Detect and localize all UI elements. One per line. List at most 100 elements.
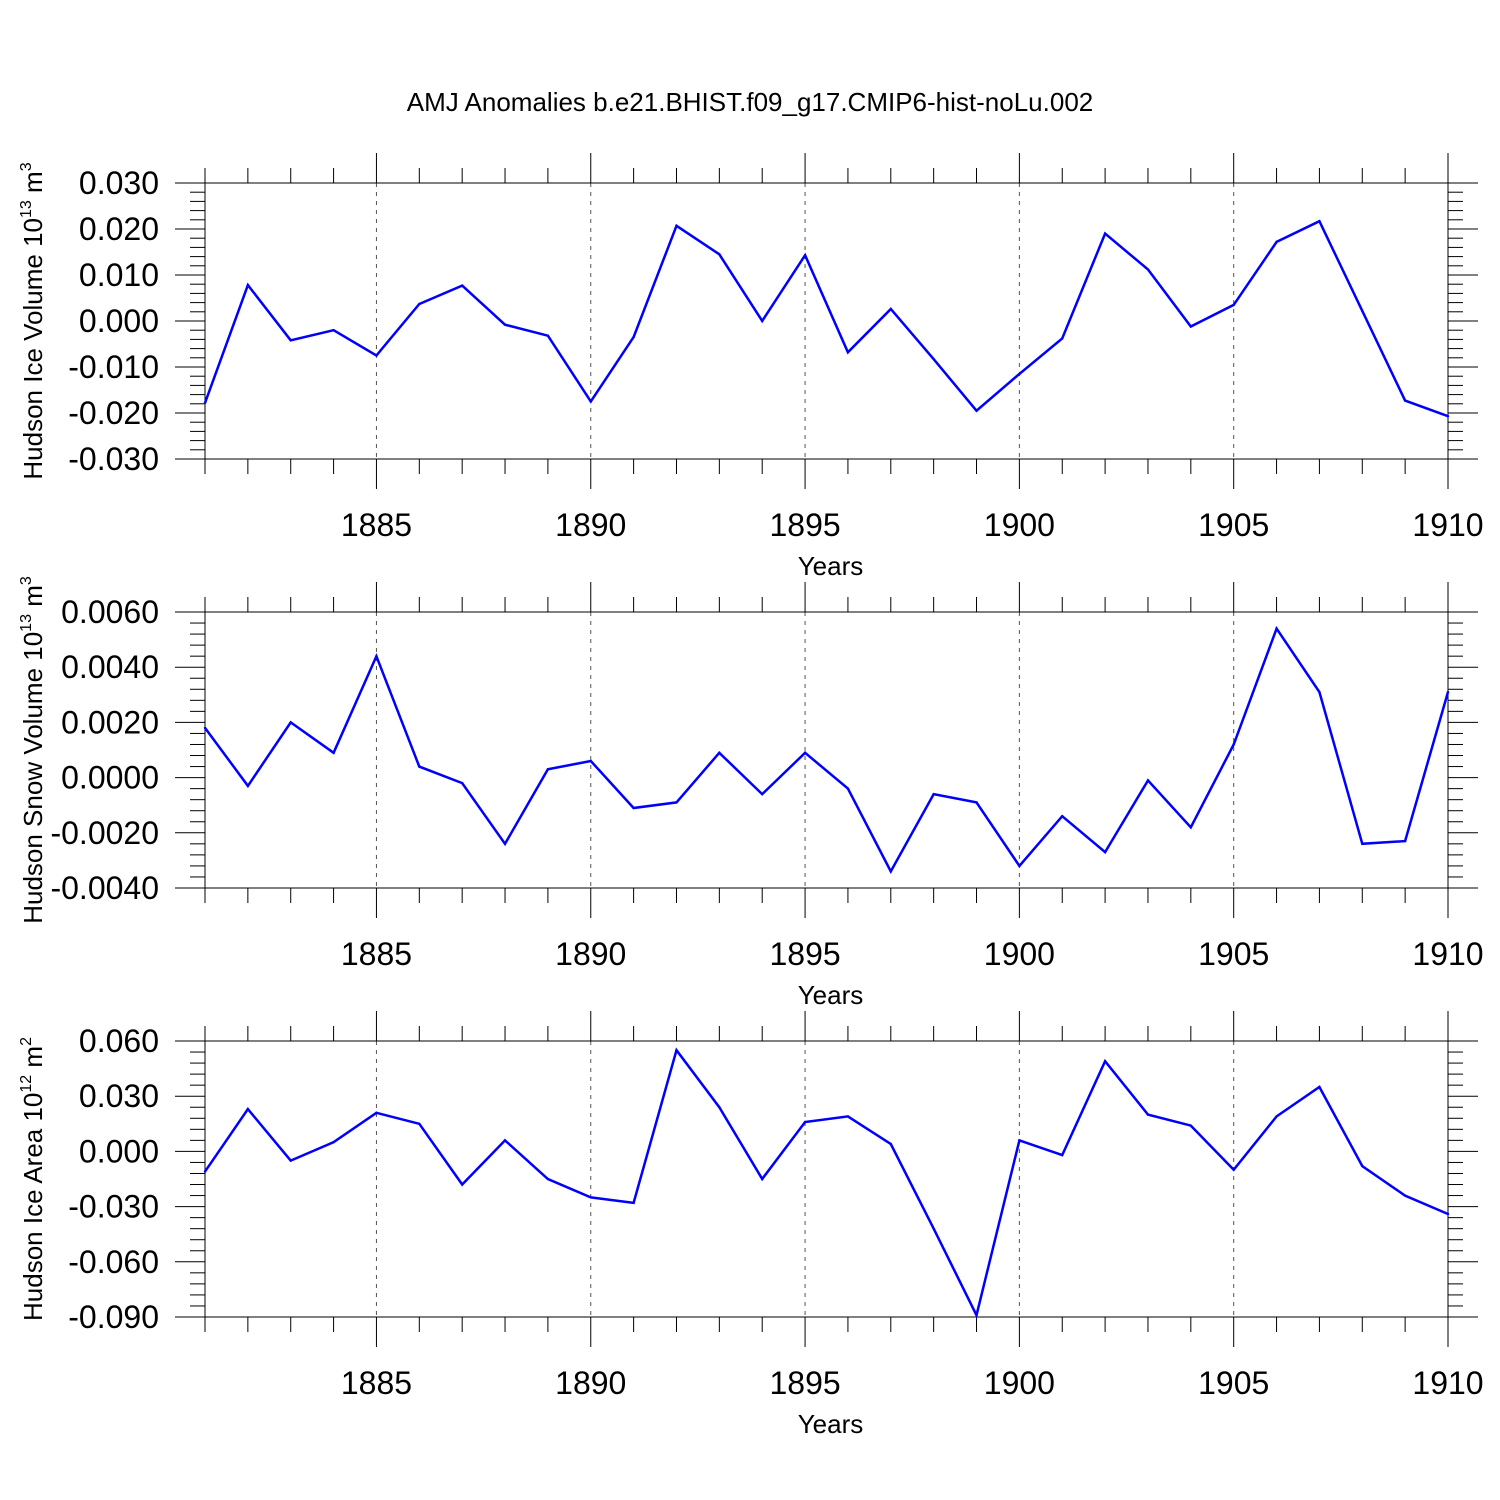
y-tick-label: -0.060: [68, 1244, 159, 1280]
data-point: [932, 1227, 935, 1230]
y-tick-label: 0.0060: [61, 594, 159, 630]
data-point: [1446, 690, 1450, 694]
data-point: [1189, 826, 1193, 829]
x-axis-label: Years: [798, 551, 864, 581]
y-tick-label: 0.0000: [61, 760, 159, 796]
data-point: [1446, 1212, 1450, 1216]
data-point: [246, 283, 250, 287]
data-point: [761, 1177, 764, 1181]
plot-frame: [204, 182, 1449, 460]
y-tick-label: -0.090: [68, 1299, 159, 1335]
y-tick-label: 0.030: [79, 165, 159, 201]
chart-panel-3: 0.060 0.030 0.000 -0.030 -0.060 -0.090 1885 189…: [18, 1011, 1484, 1439]
data-point: [1403, 839, 1407, 843]
data-point: [1403, 399, 1407, 402]
data-point: [246, 1107, 250, 1111]
data-point: [503, 842, 507, 846]
y-axis-label: Hudson Ice Area 1012 m2: [18, 1037, 48, 1321]
data-point: [1018, 1139, 1021, 1142]
data-point: [889, 870, 892, 873]
x-axis-label: Years: [798, 980, 864, 1010]
data-point: [1403, 1194, 1407, 1197]
series-line-1: [203, 1047, 1449, 1319]
data-point: [289, 1159, 292, 1162]
data-point: [932, 792, 935, 796]
chart-panel-1: 0.030 0.020 0.010 0.000 -0.010 -0.020 -0.030 18…: [18, 153, 1484, 581]
y-tick-label: 0.030: [79, 1078, 159, 1114]
data-point: [246, 784, 250, 788]
data-point: [1061, 337, 1064, 340]
series-line-1: [203, 219, 1449, 418]
data-point: [718, 751, 721, 754]
data-point: [589, 759, 592, 763]
data-point: [332, 329, 335, 332]
data-point: [1232, 303, 1235, 307]
data-point: [546, 334, 550, 337]
data-point: [332, 1141, 335, 1144]
x-tick-label: 1905: [1198, 1365, 1269, 1401]
data-point: [1146, 1113, 1150, 1116]
x-tick-label: 1905: [1198, 507, 1269, 543]
data-point: [1361, 1164, 1364, 1168]
data-point: [1061, 815, 1064, 818]
data-point: [503, 1139, 507, 1142]
data-point: [460, 1183, 464, 1186]
data-point: [332, 751, 335, 754]
y-axis-label: Hudson Ice Volume 1013 m3: [18, 162, 48, 479]
data-point: [589, 400, 592, 403]
data-point: [889, 307, 892, 311]
data-point: [1361, 309, 1364, 313]
data-point: [1446, 415, 1450, 418]
y-axis-label-part: m: [18, 171, 48, 200]
data-point: [1361, 842, 1364, 846]
data-point: [1018, 864, 1021, 868]
y-axis-label-part: m: [18, 1046, 48, 1075]
data-point: [718, 253, 721, 256]
x-tick-label: 1900: [984, 936, 1055, 972]
plot-frame: [204, 611, 1449, 889]
data-point: [1103, 850, 1107, 854]
data-point: [1189, 325, 1193, 328]
data-point: [1275, 240, 1278, 244]
y-tick-label: 0.000: [79, 303, 159, 339]
data-point: [1275, 627, 1278, 630]
x-tick-label: 1895: [769, 1365, 840, 1401]
data-point: [803, 751, 807, 754]
y-axis-label-part: 3: [18, 162, 35, 171]
data-point: [546, 768, 550, 771]
data-point: [1318, 690, 1321, 694]
x-tick-label: 1910: [1412, 1365, 1483, 1401]
data-point: [1146, 779, 1150, 782]
x-tick-label: 1895: [769, 507, 840, 543]
x-tick-label: 1885: [341, 1365, 412, 1401]
data-point: [889, 1142, 892, 1146]
y-axis-label-part: Hudson Ice Volume 10: [18, 218, 48, 480]
x-tick-label: 1890: [555, 936, 626, 972]
data-point: [375, 354, 378, 357]
data-point: [761, 792, 764, 796]
y-tick-label: 0.010: [79, 257, 159, 293]
data-point: [675, 801, 678, 804]
x-tick-label: 1890: [555, 1365, 626, 1401]
data-point: [718, 1106, 721, 1109]
data-point: [289, 339, 292, 342]
y-axis-label-part: Hudson Ice Area 10: [18, 1093, 48, 1321]
data-point: [1018, 372, 1021, 376]
x-tick-label: 1905: [1198, 936, 1269, 972]
x-tick-label: 1900: [984, 507, 1055, 543]
y-tick-label: 0.0040: [61, 649, 159, 685]
x-axis-label: Years: [798, 1409, 864, 1439]
data-point: [1103, 1060, 1107, 1063]
y-tick-label: 0.000: [79, 1133, 159, 1169]
y-tick-label: -0.0040: [50, 870, 159, 906]
y-axis-label-part: m: [18, 585, 48, 614]
x-tick-label: 1885: [341, 507, 412, 543]
data-point: [375, 654, 378, 658]
data-point: [203, 1170, 207, 1173]
data-point: [632, 335, 635, 339]
y-tick-label: -0.030: [68, 441, 159, 477]
y-tick-label: -0.010: [68, 349, 159, 385]
chart-panel-2: 0.0060 0.0040 0.0020 0.0000 -0.0020 -0.0040 18…: [18, 576, 1484, 1010]
y-tick-label: 0.060: [79, 1023, 159, 1059]
